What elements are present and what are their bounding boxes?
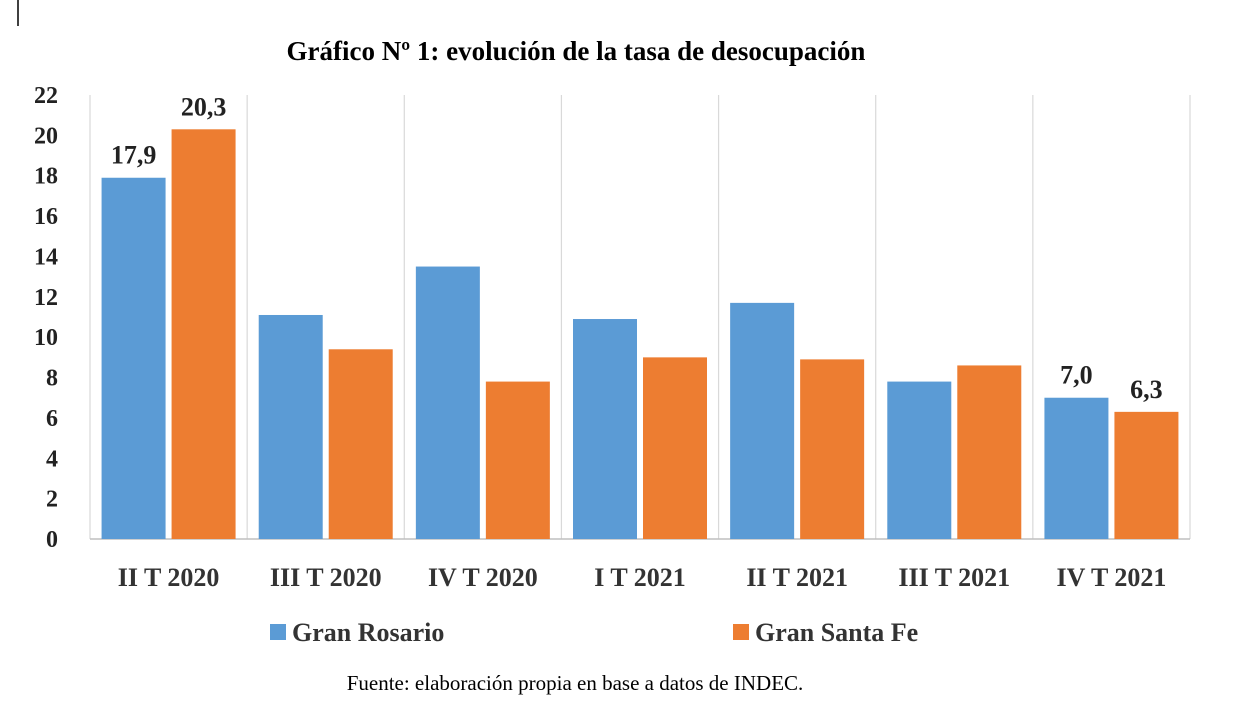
- bar-gran-santa-fe-4: [800, 359, 865, 539]
- y-tick-label: 2: [46, 487, 58, 513]
- y-tick-label: 10: [34, 325, 58, 351]
- x-tick-label: II T 2020: [118, 563, 220, 592]
- data-label: 6,3: [1130, 375, 1163, 404]
- data-label: 20,3: [181, 92, 227, 121]
- y-tick-label: 8: [46, 366, 58, 392]
- bars: [101, 129, 1179, 540]
- legend-swatch: [733, 624, 749, 640]
- bar-gran-santa-fe-5: [957, 365, 1022, 539]
- y-tick-label: 16: [34, 204, 58, 230]
- bar-gran-santa-fe-1: [328, 349, 393, 539]
- y-tick-label: 20: [34, 123, 58, 149]
- bar-gran-rosario-6: [1044, 397, 1109, 539]
- bar-gran-rosario-0: [101, 177, 166, 539]
- x-tick-label: III T 2021: [898, 563, 1010, 592]
- y-tick-label: 18: [34, 164, 58, 190]
- x-axis-ticks: II T 2020 III T 2020 IV T 2020 I T 2021 II T…: [118, 563, 1167, 592]
- legend-label: Gran Santa Fe: [755, 618, 918, 647]
- source-note: Fuente: elaboración propia en base a dat…: [347, 671, 804, 695]
- bar-gran-santa-fe-0: [171, 129, 236, 540]
- bar-gran-santa-fe-2: [485, 381, 550, 539]
- y-tick-label: 22: [34, 83, 58, 109]
- data-label: 7,0: [1060, 361, 1093, 390]
- bar-gran-rosario-3: [573, 319, 637, 539]
- y-tick-label: 12: [34, 285, 58, 311]
- legend: Gran Rosario Gran Santa Fe: [270, 618, 918, 647]
- y-tick-label: 14: [34, 244, 58, 270]
- data-labels: 17,9 20,3 7,0 6,3: [111, 92, 1163, 404]
- legend-swatch: [270, 624, 286, 640]
- legend-label: Gran Rosario: [292, 618, 444, 647]
- y-tick-label: 6: [46, 406, 58, 432]
- bar-gran-santa-fe-3: [643, 357, 707, 539]
- y-tick-label: 4: [46, 446, 58, 472]
- bar-gran-santa-fe-6: [1114, 411, 1179, 539]
- grid-lines: [89, 95, 1191, 540]
- x-tick-label: I T 2021: [594, 563, 686, 592]
- y-axis-ticks: 0 2 4 6 8 10 12 14 16 18 20 22: [34, 83, 58, 553]
- data-label: 17,9: [111, 141, 157, 170]
- bar-gran-rosario-2: [415, 266, 480, 539]
- x-tick-label: IV T 2020: [428, 563, 538, 592]
- x-tick-label: II T 2021: [746, 563, 848, 592]
- chart-title: Gráfico Nº 1: evolución de la tasa de de…: [287, 36, 866, 66]
- bar-gran-rosario-5: [887, 381, 952, 539]
- y-tick-label: 0: [46, 527, 58, 553]
- x-tick-label: III T 2020: [270, 563, 382, 592]
- bar-gran-rosario-1: [258, 314, 323, 539]
- bar-gran-rosario-4: [730, 302, 795, 539]
- x-tick-label: IV T 2021: [1057, 563, 1167, 592]
